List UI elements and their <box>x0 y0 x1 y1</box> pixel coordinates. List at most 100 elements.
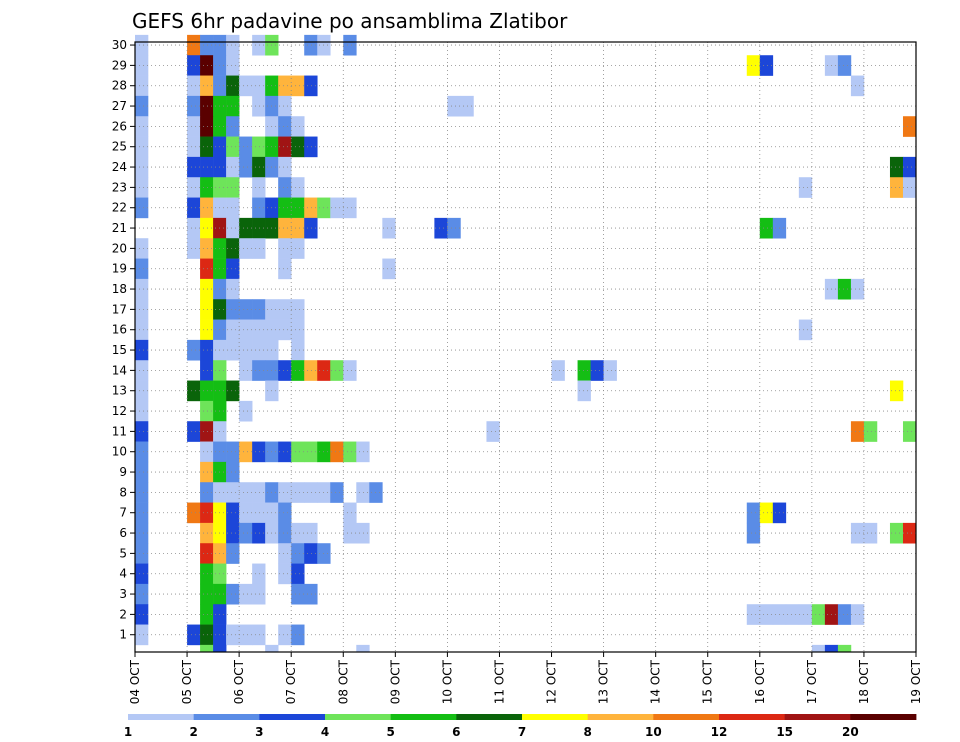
heatmap-cell <box>200 238 214 259</box>
heatmap-cell <box>278 197 292 219</box>
heatmap-cell <box>291 75 305 97</box>
heatmap-cell <box>226 217 240 239</box>
heatmap-cell <box>135 238 149 259</box>
legend-swatch <box>193 714 260 720</box>
legend-swatch <box>128 714 195 720</box>
legend-swatch <box>784 714 851 720</box>
y-tick-label: 30 <box>112 38 127 52</box>
heatmap-cell <box>382 258 396 280</box>
legend-label: 7 <box>518 725 526 739</box>
x-tick-label: 08 OCT <box>336 659 350 704</box>
heatmap-cell <box>226 522 240 544</box>
y-tick-label: 5 <box>119 546 127 560</box>
heatmap-cell <box>135 177 149 198</box>
heatmap-cell <box>356 482 370 503</box>
heatmap-cell <box>746 604 761 625</box>
heatmap-cell <box>304 360 318 381</box>
heatmap-cell <box>200 217 214 239</box>
heatmap-cell <box>278 482 292 503</box>
heatmap-cell <box>135 156 149 178</box>
heatmap-cell <box>226 319 240 341</box>
heatmap-cell <box>551 360 565 381</box>
heatmap-cell <box>200 177 214 198</box>
heatmap-cell <box>902 522 917 544</box>
heatmap-cell <box>226 75 240 97</box>
heatmap-cell <box>200 604 214 625</box>
heatmap-cell <box>278 522 292 544</box>
legend-label: 6 <box>452 725 460 739</box>
heatmap-cell <box>330 197 344 219</box>
heatmap-cell <box>239 156 253 178</box>
heatmap-cell <box>200 75 214 97</box>
heatmap-cell <box>265 644 279 653</box>
heatmap-cell <box>187 34 201 56</box>
heatmap-cell <box>187 55 201 76</box>
heatmap-cell <box>200 380 214 402</box>
heatmap-cell <box>135 461 149 483</box>
y-tick-label: 3 <box>119 587 127 601</box>
heatmap-cell <box>135 197 149 219</box>
heatmap-cell <box>278 238 292 259</box>
heatmap-cell <box>200 441 214 463</box>
heatmap-cell <box>252 563 266 585</box>
y-tick-label: 25 <box>112 140 127 154</box>
heatmap-cell <box>902 421 917 442</box>
heatmap-cell <box>252 75 266 97</box>
heatmap-cell <box>239 624 253 646</box>
heatmap-cell <box>135 278 149 300</box>
heatmap-cell <box>889 177 904 198</box>
heatmap-cell <box>447 217 461 239</box>
heatmap-cell <box>850 522 865 544</box>
heatmap-cell <box>278 299 292 320</box>
heatmap-cell <box>889 156 904 178</box>
heatmap-cell <box>785 604 800 625</box>
y-tick-label: 16 <box>112 323 127 337</box>
x-tick-label: 17 OCT <box>805 659 819 704</box>
y-tick-label: 24 <box>112 160 127 174</box>
heatmap-cell <box>135 319 149 341</box>
x-tick-label: 14 OCT <box>649 659 663 704</box>
heatmap-cell <box>200 116 214 137</box>
heatmap-cell <box>200 278 214 300</box>
heatmap-cell <box>434 217 448 239</box>
heatmap-cell <box>187 238 201 259</box>
heatmap-cell <box>278 136 292 158</box>
legend-swatch <box>719 714 786 720</box>
legend-swatch <box>259 714 326 720</box>
legend-swatch <box>850 714 917 720</box>
heatmap-cell <box>746 55 761 76</box>
heatmap-cell <box>135 624 149 646</box>
y-tick-label: 15 <box>112 343 127 357</box>
heatmap-cell <box>187 197 201 219</box>
legend-label: 15 <box>776 725 793 739</box>
heatmap-cell <box>135 482 149 503</box>
legend-label: 20 <box>842 725 859 739</box>
heatmap-cell <box>200 522 214 544</box>
heatmap-cell <box>902 156 917 178</box>
heatmap-cell <box>226 34 240 56</box>
heatmap-cell <box>304 583 318 605</box>
chart-title: GEFS 6hr padavine po ansamblima Zlatibor <box>132 9 568 33</box>
heatmap-cell <box>356 644 370 653</box>
legend-label: 4 <box>321 725 329 739</box>
heatmap-cell <box>291 136 305 158</box>
heatmap-cell <box>200 482 214 503</box>
heatmap-cell <box>291 238 305 259</box>
x-tick-label: 05 OCT <box>180 659 194 704</box>
heatmap-cell <box>226 461 240 483</box>
plot-frame <box>134 41 917 653</box>
y-tick-label: 4 <box>119 567 127 581</box>
heatmap-cell <box>252 136 266 158</box>
heatmap-cell <box>187 95 201 117</box>
heatmap-cell <box>278 563 292 585</box>
y-tick-label: 29 <box>112 58 127 72</box>
heatmap-cell <box>291 116 305 137</box>
heatmap-cell <box>304 441 318 463</box>
x-tick-label: 09 OCT <box>388 659 402 704</box>
heatmap-cell <box>135 34 149 56</box>
heatmap-cell <box>252 522 266 544</box>
heatmap-cell <box>135 563 149 585</box>
y-tick-label: 28 <box>112 79 127 93</box>
heatmap-cell <box>226 299 240 320</box>
y-tick-label: 23 <box>112 180 127 194</box>
